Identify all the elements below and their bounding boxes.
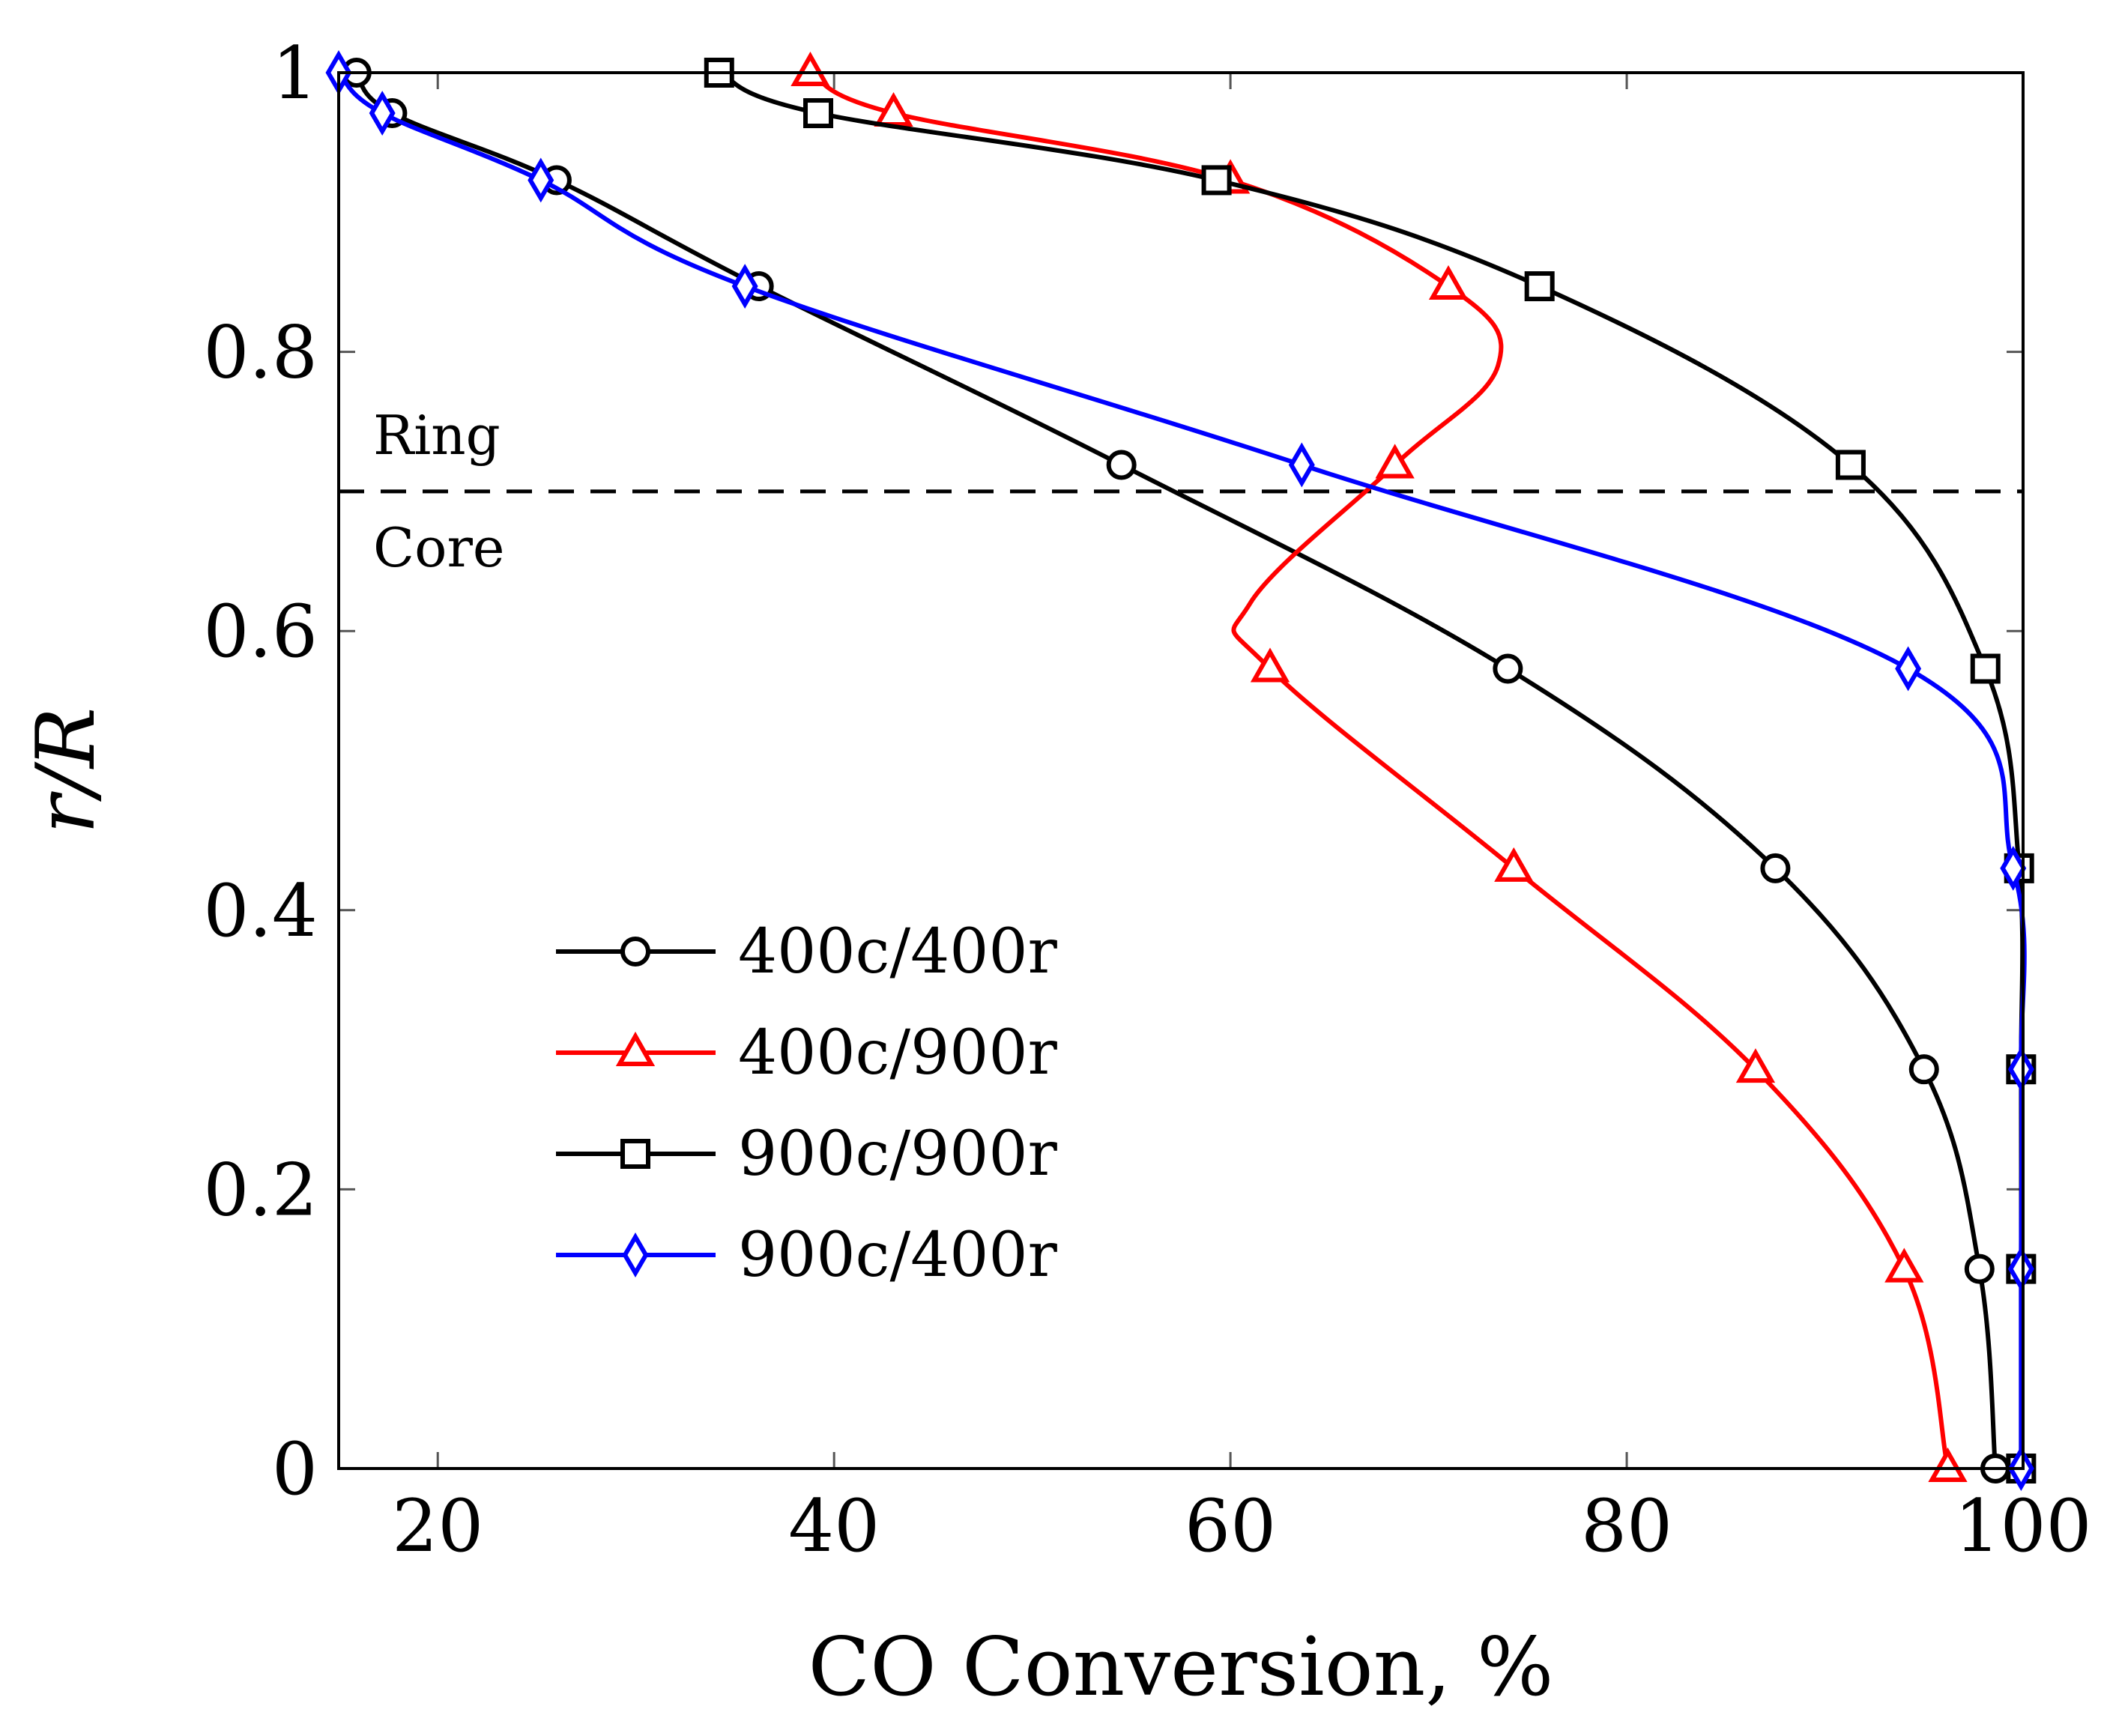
y-tick-label: 0.4	[203, 869, 318, 953]
legend-marker	[622, 1233, 649, 1277]
data-point-400c-900r	[1928, 1447, 1968, 1482]
legend-marker	[620, 1139, 650, 1169]
legend-item-900c-400r: 900c/400r	[556, 1220, 1058, 1291]
data-point-900c-400r	[731, 264, 758, 309]
data-point-400c-900r	[790, 51, 830, 86]
data-point-900c-900r	[1201, 165, 1232, 196]
data-point-400c-900r	[1884, 1247, 1924, 1283]
legend-item-900c-900r: 900c/900r	[556, 1119, 1058, 1190]
data-point-400c-900r	[1375, 444, 1415, 479]
data-point-900c-400r	[1895, 646, 1922, 692]
data-point-400c-400r	[1106, 450, 1137, 480]
ring-annotation: Ring	[373, 404, 501, 467]
x-tick-label: 40	[788, 1484, 880, 1568]
data-point-900c-400r	[527, 157, 554, 203]
data-point-900c-400r	[369, 91, 396, 136]
legend-label: 900c/900r	[738, 1119, 1058, 1190]
core-annotation: Core	[373, 516, 504, 579]
y-tick-label: 0	[272, 1427, 318, 1511]
legend-label: 400c/900r	[738, 1017, 1058, 1089]
series-400c-900r	[790, 51, 1968, 1482]
data-point-400c-900r	[1494, 847, 1534, 882]
data-point-400c-400r	[1964, 1253, 1995, 1284]
legend: 400c/400r 400c/900r 900c/900r 900c/400r	[556, 916, 1058, 1291]
data-point-400c-900r	[1735, 1048, 1776, 1083]
x-tick-label: 100	[1954, 1484, 2091, 1568]
plot-frame	[337, 71, 2025, 1470]
x-axis-label: CO Conversion, %	[808, 1621, 1553, 1714]
x-tick-label: 20	[392, 1484, 483, 1568]
legend-label: 400c/400r	[738, 916, 1058, 988]
data-point-900c-400r	[2000, 845, 2027, 891]
data-point-900c-400r	[2007, 1246, 2034, 1292]
data-point-900c-900r	[803, 98, 834, 129]
y-tick-label: 0.8	[203, 311, 318, 395]
legend-item-400c-400r: 400c/400r	[556, 916, 1058, 988]
y-tick-label: 0.6	[203, 590, 318, 674]
data-point-900c-900r	[1524, 271, 1555, 302]
data-point-400c-400r	[1493, 653, 1523, 684]
data-point-400c-900r	[1428, 264, 1469, 300]
data-point-900c-400r	[2007, 1047, 2034, 1092]
data-point-400c-400r	[1760, 853, 1791, 883]
x-tick-label: 60	[1185, 1484, 1276, 1568]
legend-label: 900c/400r	[738, 1220, 1058, 1291]
legend-marker	[620, 937, 650, 967]
legend-marker	[615, 1031, 656, 1066]
y-tick-label: 0.2	[203, 1148, 318, 1232]
data-point-900c-900r	[1835, 450, 1866, 480]
series-line-400c-900r	[808, 70, 1950, 1469]
data-point-400c-900r	[1250, 647, 1290, 683]
data-point-900c-400r	[1288, 442, 1315, 488]
series-400c-400r	[341, 58, 2010, 1484]
data-point-900c-900r	[1970, 653, 2001, 684]
legend-item-400c-900r: 400c/900r	[556, 1017, 1058, 1089]
tick-labels: 20 40 60 80 100 0 0.2 0.4 0.6 0.8 1	[203, 31, 2091, 1568]
y-tick-label: 1	[272, 31, 318, 115]
y-axis-label: r/R	[19, 707, 113, 834]
x-tick-label: 80	[1581, 1484, 1672, 1568]
data-point-400c-400r	[1908, 1054, 1939, 1085]
